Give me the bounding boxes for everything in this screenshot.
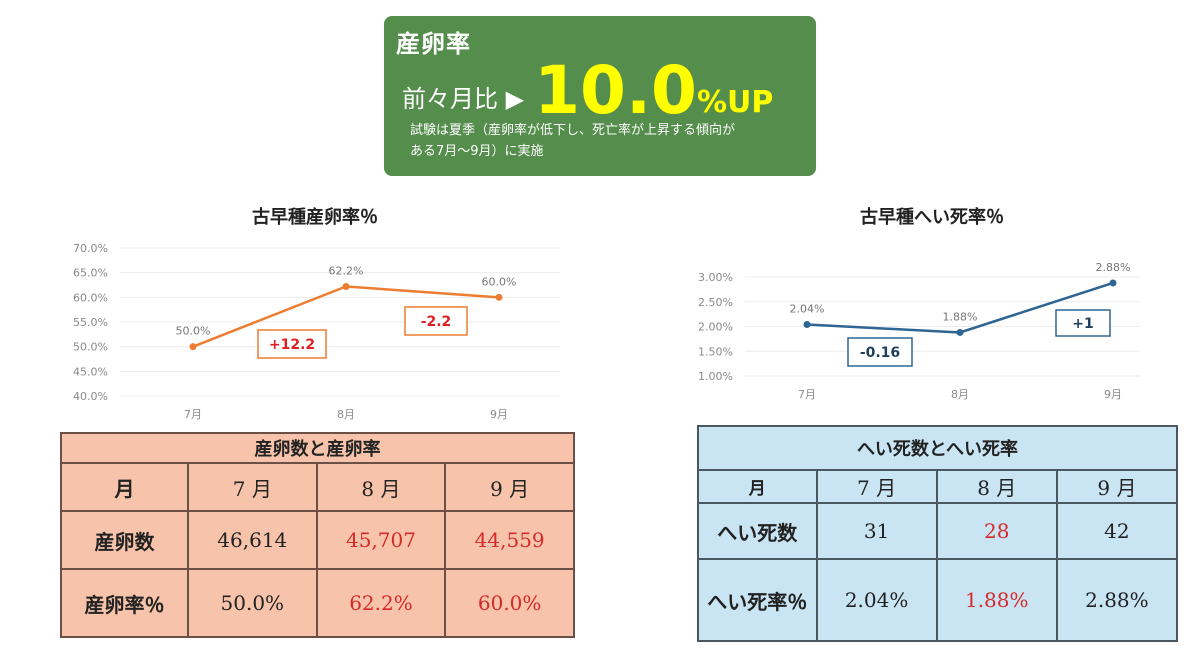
death-count-jul: 31: [815, 502, 938, 560]
egg-table-header-jul: 7 月: [186, 462, 318, 512]
data-label: 50.0%: [176, 325, 211, 338]
x-tick-label: 7月: [798, 388, 816, 401]
data-label: 2.88%: [1096, 261, 1131, 274]
table-row: へい死数 31 28 42: [697, 502, 1179, 560]
death-rate-aug: 1.88%: [935, 558, 1058, 642]
egg-table-header-aug: 8 月: [315, 462, 447, 512]
death-count-sep: 42: [1055, 502, 1179, 560]
data-point: [342, 282, 350, 290]
egg-rate-label: 産卵率％: [60, 568, 189, 638]
y-tick-label: 45.0%: [73, 365, 108, 378]
egg-table-header-sep: 9 月: [444, 462, 575, 512]
data-label: 60.0%: [482, 275, 517, 288]
change-annotation-label: +1: [1072, 316, 1093, 332]
data-point: [189, 343, 197, 351]
chart-title: 古早種へい死率％: [860, 206, 1004, 228]
change-annotation-box: [404, 306, 468, 336]
egg-count-sep: 44,559: [444, 510, 575, 570]
change-annotation-box: [1055, 309, 1111, 337]
data-point: [803, 321, 811, 329]
table-row: 産卵数 46,614 45,707 44,559: [60, 510, 575, 570]
y-tick-label: 50.0%: [73, 341, 108, 354]
data-label: 62.2%: [329, 264, 364, 277]
y-tick-label: 40.0%: [73, 390, 108, 403]
mortality-table-header-sep: 9 月: [1055, 469, 1179, 504]
banner-note-line-1: 試験は夏季（産卵率が低下し、死亡率が上昇する傾向が: [410, 123, 736, 138]
banner-headline: 前々月比 ▶ 10.0 %UP: [402, 56, 773, 126]
change-annotation-label: +12.2: [269, 337, 315, 353]
egg-table-header-month: 月: [60, 462, 189, 512]
change-annotation-label: -2.2: [421, 314, 452, 330]
mortality-table: へい死数とへい死率 月 7 月 8 月 9 月 へい死数 31 28 42 へい…: [697, 425, 1179, 642]
mortality-rate-chart-svg: 古早種へい死率％ 3.00% 2.50% 2.00% 1.50% 1.00% 7月 8月 9月 2…: [698, 206, 1140, 401]
y-tick-label: 65.0%: [73, 267, 108, 280]
egg-count-jul: 46,614: [186, 510, 318, 570]
x-tick-label: 8月: [951, 388, 969, 401]
y-tick-label: 2.50%: [698, 296, 733, 309]
banner-prefix: 前々月比 ▶: [402, 85, 525, 113]
y-tick-label: 3.00%: [698, 271, 733, 284]
egg-count-aug: 45,707: [315, 510, 447, 570]
egg-table-title: 産卵数と産卵率: [60, 432, 575, 464]
y-tick-label: 1.00%: [698, 370, 733, 383]
banner-unit: %UP: [696, 85, 774, 120]
y-tick-label: 2.00%: [698, 321, 733, 334]
mortality-table-header-month: 月: [697, 469, 818, 504]
change-annotation-box: [257, 329, 327, 359]
egg-rate-jul: 50.0%: [186, 568, 318, 638]
y-tick-label: 1.50%: [698, 345, 733, 358]
x-tick-label: 8月: [337, 408, 355, 421]
death-rate-label: へい死率％: [697, 558, 818, 642]
table-row: 産卵率％ 50.0% 62.2% 60.0%: [60, 568, 575, 638]
chart-title: 古早種産卵率％: [252, 206, 378, 228]
change-annotation-box: [847, 337, 913, 367]
change-annotation-label: -0.16: [860, 345, 900, 361]
data-point: [1109, 279, 1117, 287]
egg-table: 産卵数と産卵率 月 7 月 8 月 9 月 産卵数 46,614 45,707 …: [60, 432, 575, 638]
death-rate-sep: 2.88%: [1055, 558, 1179, 642]
y-tick-label: 70.0%: [73, 242, 108, 255]
data-label: 2.04%: [790, 303, 825, 316]
x-tick-label: 9月: [1104, 388, 1122, 401]
data-point: [495, 293, 503, 301]
mortality-table-title: へい死数とへい死率: [697, 425, 1178, 471]
mortality-table-header-jul: 7 月: [815, 469, 938, 504]
egg-rate-chart: 古早種産卵率％ 70.0% 65.0% 60.0% 55.0% 50.0% 45.0% 40.…: [40, 190, 600, 430]
data-point: [956, 328, 964, 336]
egg-rate-aug: 62.2%: [315, 568, 447, 638]
egg-rate-sep: 60.0%: [444, 568, 575, 638]
death-rate-jul: 2.04%: [815, 558, 938, 642]
banner-note-line-2: ある7月～9月）に実施: [410, 144, 544, 159]
banner-note: 試験は夏季（産卵率が低下し、死亡率が上昇する傾向が ある7月～9月）に実施: [410, 120, 810, 162]
mortality-rate-chart: 古早種へい死率％ 3.00% 2.50% 2.00% 1.50% 1.00% 7月 8月 9月 2…: [670, 190, 1195, 420]
y-tick-label: 55.0%: [73, 316, 108, 329]
table-row: へい死率％ 2.04% 1.88% 2.88%: [697, 558, 1179, 642]
death-count-label: へい死数: [697, 502, 818, 560]
x-tick-label: 9月: [490, 408, 508, 421]
egg-count-label: 産卵数: [60, 510, 189, 570]
mortality-table-header-aug: 8 月: [935, 469, 1058, 504]
summary-banner: 産卵率 前々月比 ▶ 10.0 %UP 試験は夏季（産卵率が低下し、死亡率が上昇…: [384, 16, 816, 176]
y-tick-label: 60.0%: [73, 291, 108, 304]
x-tick-label: 7月: [184, 408, 202, 421]
banner-value: 10.0: [534, 52, 697, 129]
death-count-aug: 28: [935, 502, 1058, 560]
banner-title: 産卵率: [396, 30, 471, 58]
data-label: 1.88%: [943, 310, 978, 323]
egg-rate-chart-svg: 古早種産卵率％ 70.0% 65.0% 60.0% 55.0% 50.0% 45.0% 40.…: [73, 206, 560, 421]
